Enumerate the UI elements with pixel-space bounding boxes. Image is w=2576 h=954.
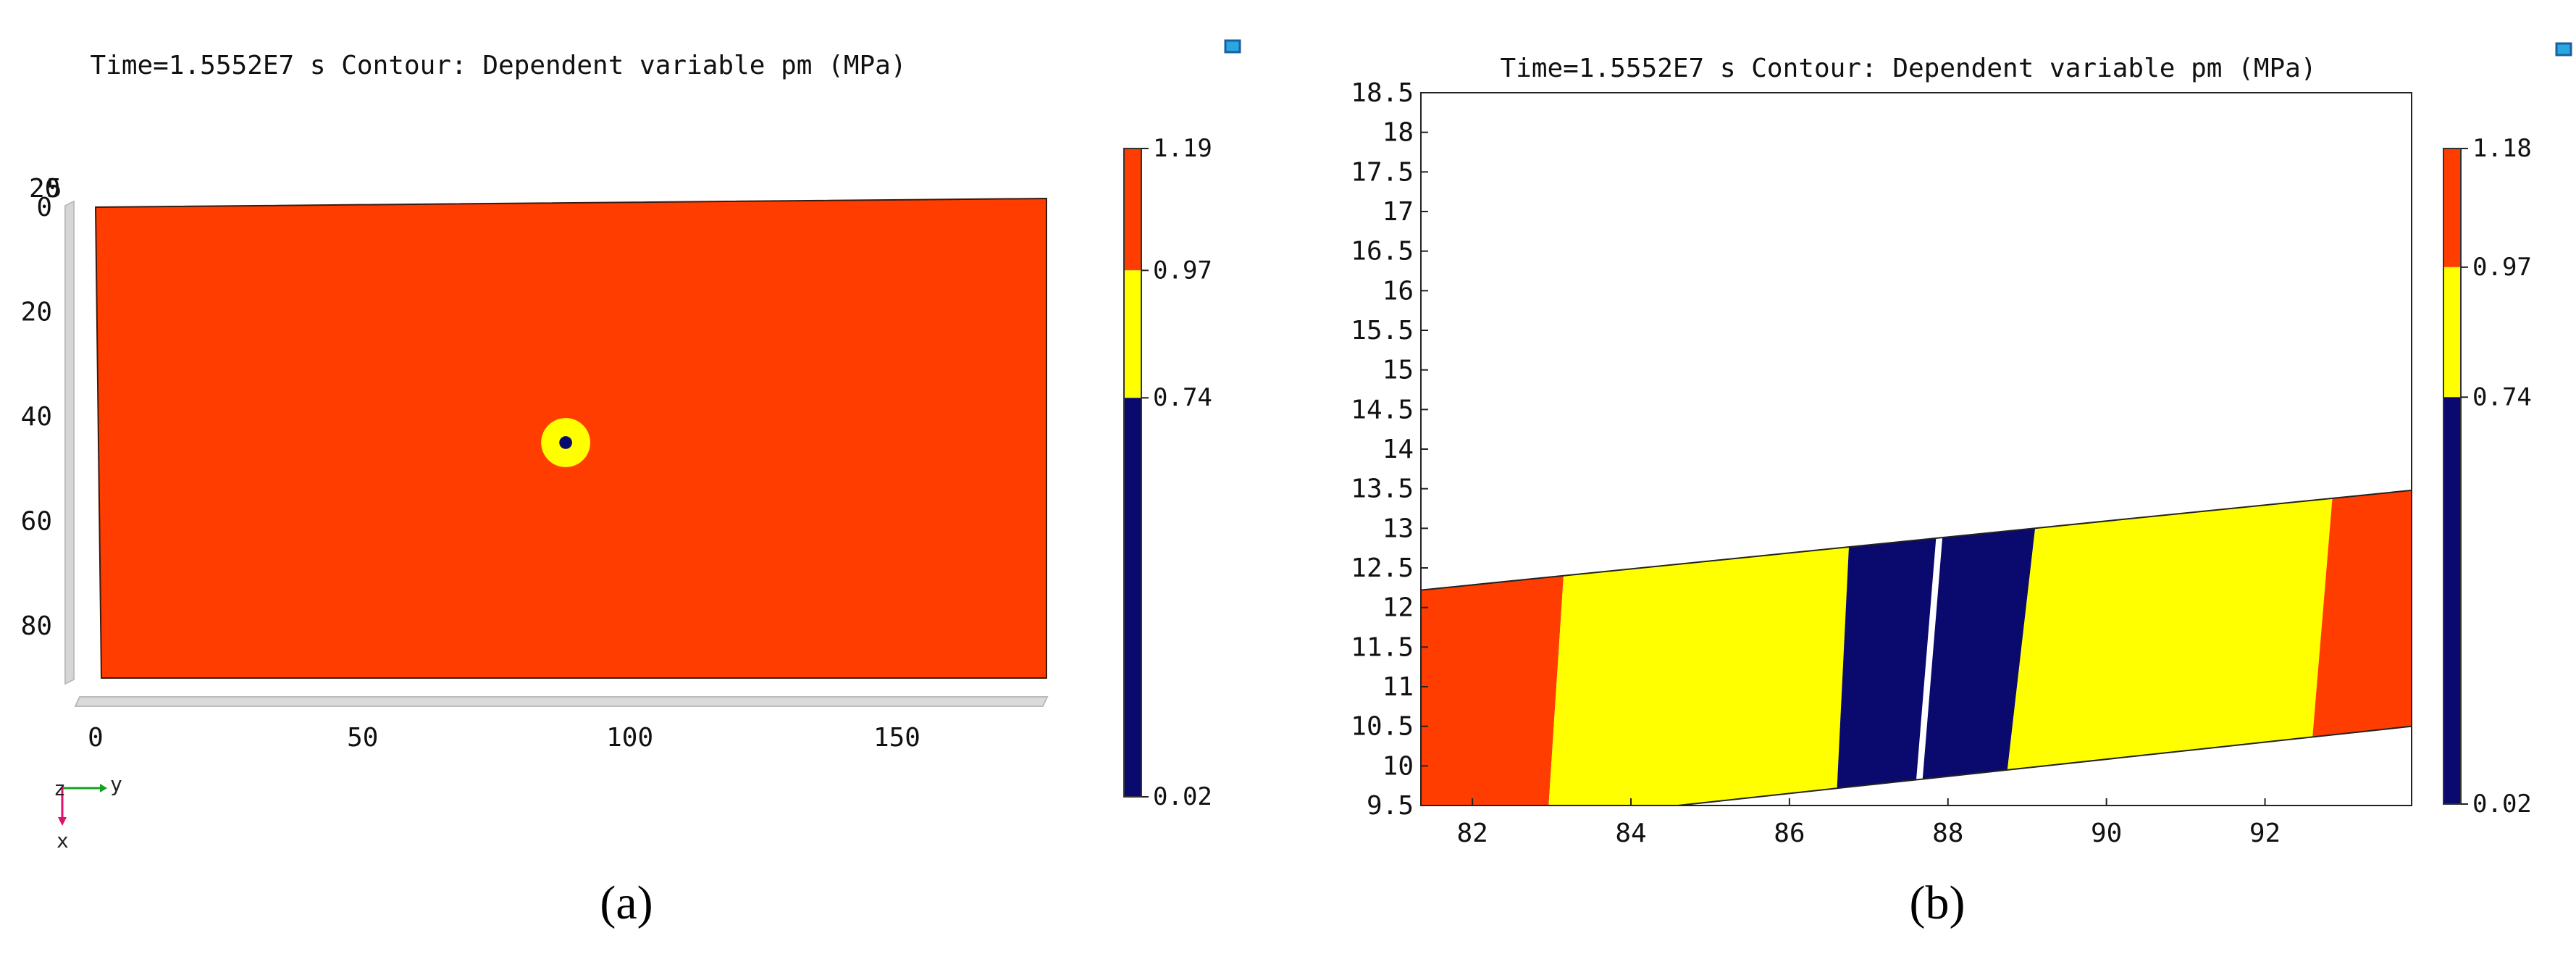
x-tick-label: 92 — [2249, 819, 2281, 848]
colorbar-band — [1124, 148, 1141, 271]
y-tick-label: 20 — [21, 297, 52, 327]
triad-y-label: y — [110, 772, 122, 796]
colorbar-frame — [1123, 148, 1142, 798]
y-tick-label: 11.5 — [1351, 632, 1414, 662]
colorbar-tick-label: 0.74 — [1153, 383, 1212, 412]
y-tick-label: 18 — [1383, 118, 1414, 148]
panel-b-title: Time=1.5552E7 s Contour: Dependent varia… — [1500, 54, 2316, 83]
strip-region — [1421, 575, 1564, 806]
colorbar-tick-label: 1.18 — [2472, 134, 2532, 163]
y-tick-label: 0 — [36, 193, 52, 222]
panel-b-plot-area — [1420, 92, 2412, 806]
core-region — [559, 436, 572, 449]
x-tick-label: 50 — [347, 723, 378, 753]
y-tick-label: 13 — [1383, 514, 1414, 543]
panel-a-x-ticks: 0 50 100 150 — [88, 723, 920, 753]
colorbar-tick-label: 0.97 — [2472, 253, 2532, 282]
y-tick-label: 10.5 — [1351, 712, 1414, 742]
x-tick-label: 90 — [2091, 819, 2122, 848]
strip-region — [1922, 528, 2036, 779]
y-tick-label: 17.5 — [1351, 157, 1414, 187]
panel-a: Time=1.5552E7 s Contour: Dependent varia… — [21, 39, 1241, 929]
panel-a-label: (a) — [600, 876, 653, 929]
x-tick-label: 100 — [606, 723, 653, 753]
colorbar-band — [1124, 270, 1141, 398]
panel-a-colorbar: 1.19 0.97 0.74 0.02 — [1123, 134, 1212, 811]
panel-b-y-ticks: 9.5 10 10.5 11 11.5 12 12.5 13 13.5 14 14.5 15 15.5 1… — [1351, 78, 1428, 821]
panel-b-colorbar: 1.18 0.97 0.74 0.02 — [2443, 134, 2532, 819]
y-tick-label: 16.5 — [1351, 237, 1414, 267]
colorbar-band — [1124, 398, 1141, 797]
colorbar-tick-label: 1.19 — [1153, 134, 1212, 163]
colorbar-tick-label: 0.02 — [1153, 782, 1212, 811]
y-tick-label: 12.5 — [1351, 553, 1414, 583]
x-tick-label: 86 — [1774, 819, 1805, 848]
y-tick-label: 16 — [1383, 276, 1414, 306]
panel-b-x-ticks: 82 84 86 88 90 92 — [1456, 798, 2281, 848]
x-tick-label: 150 — [873, 723, 920, 753]
panel-a-plot-area — [94, 197, 1047, 679]
panel-a-title: Time=1.5552E7 s Contour: Dependent varia… — [90, 51, 906, 80]
y-tick-label-extra: 20 — [29, 174, 60, 204]
y-tick-label: 15 — [1383, 356, 1414, 385]
y-tick-label: 14 — [1383, 435, 1414, 464]
colorbar-tick-label: 0.97 — [1153, 256, 1212, 285]
colorbar-band — [2443, 148, 2461, 267]
y-tick-label: 13.5 — [1351, 474, 1414, 504]
strip-region — [2007, 498, 2333, 770]
y-tick-label: 60 — [21, 506, 52, 536]
y-tick-label: 18.5 — [1351, 78, 1414, 108]
x-tick-label: 0 — [88, 723, 104, 753]
strip-region — [2312, 490, 2412, 737]
slab-left-face — [64, 200, 75, 685]
y-tick-label: 10 — [1383, 751, 1414, 781]
y-tick-label: 14.5 — [1351, 395, 1414, 424]
colorbar-tick-label: 0.02 — [2472, 790, 2532, 819]
x-tick-label: 84 — [1615, 819, 1646, 848]
x-tick-label: 88 — [1932, 819, 1963, 848]
panel-a-export-icon[interactable] — [1224, 39, 1241, 54]
y-tick-label: 17 — [1383, 197, 1414, 227]
y-tick-label: 9.5 — [1367, 791, 1414, 821]
band-body — [1421, 489, 2412, 806]
y-tick-label-extra: 5 — [46, 174, 62, 204]
band-upper-edge — [1421, 489, 2412, 591]
triad-z-label: z — [54, 777, 66, 800]
panel-b-label: (b) — [1910, 876, 1965, 929]
panel-b-export-icon[interactable] — [2555, 42, 2572, 57]
strip-region — [1548, 547, 1849, 806]
colorbar-frame — [2443, 148, 2462, 805]
y-tick-label: 15.5 — [1351, 316, 1414, 346]
strip-region — [1837, 537, 1937, 789]
y-tick-label: 40 — [21, 402, 52, 432]
colorbar-band — [2443, 267, 2461, 398]
y-tick-label: 12 — [1383, 593, 1414, 623]
axis-triad: z y x — [54, 772, 122, 853]
colorbar-tick-label: 0.74 — [2472, 382, 2532, 411]
triad-x-label: x — [56, 829, 69, 853]
colorbar-band — [2443, 397, 2461, 804]
panel-b: Time=1.5552E7 s Contour: Dependent varia… — [1351, 42, 2572, 929]
y-tick-label: 11 — [1383, 672, 1414, 702]
x-tick-label: 82 — [1456, 819, 1488, 848]
slab-bottom-face — [74, 696, 1049, 707]
band-lower-edge — [1671, 725, 2412, 806]
y-tick-label: 80 — [21, 611, 52, 641]
